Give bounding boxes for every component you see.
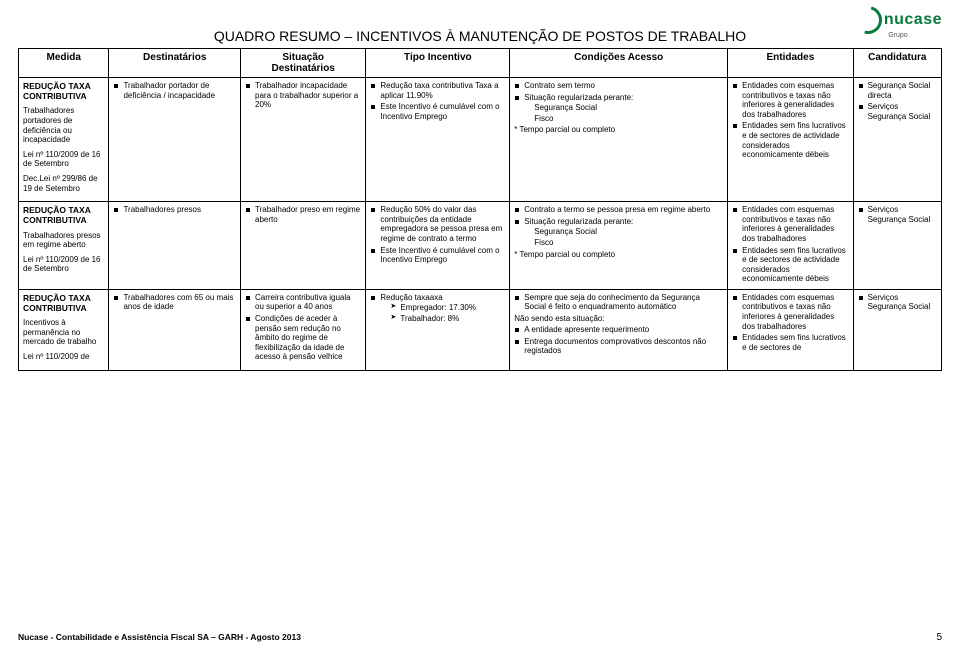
list-item: Serviços Segurança Social — [858, 293, 937, 312]
list-item: Entidades com esquemas contributivos e t… — [732, 81, 848, 119]
list-item: Entidades com esquemas contributivos e t… — [732, 205, 848, 243]
cell-tipo: Redução 50% do valor das contribuições d… — [366, 202, 510, 290]
list-item: Contrato sem termo — [514, 81, 723, 91]
cell-situacao: Carreira contributiva iguala ou superior… — [241, 289, 366, 370]
table-row: REDUÇÃO TAXA CONTRIBUTIVAIncentivos à pe… — [19, 289, 942, 370]
list-item: Redução taxaaxaEmpregador: 17.30%Trabalh… — [370, 293, 505, 324]
footer-left: Nucase - Contabilidade e Assistência Fis… — [18, 632, 301, 643]
cell-destinatarios: Trabalhadores com 65 ou mais anos de ida… — [109, 289, 241, 370]
table-row: REDUÇÃO TAXA CONTRIBUTIVATrabalhadores p… — [19, 78, 942, 202]
cell-medida: REDUÇÃO TAXA CONTRIBUTIVATrabalhadores p… — [19, 78, 109, 202]
list-item: Carreira contributiva iguala ou superior… — [245, 293, 361, 312]
cell-candidatura: Segurança Social directa Serviços Seguran… — [853, 78, 941, 202]
cell-candidatura: Serviços Segurança Social — [853, 202, 941, 290]
col-destinatarios: Destinatários — [109, 49, 241, 78]
cell-destinatarios: Trabalhador portador de deficiência / in… — [109, 78, 241, 202]
cell-situacao: Trabalhador incapacidade para o trabalha… — [241, 78, 366, 202]
col-situacao-line1: Situação — [282, 52, 324, 63]
cell-condicoes: Contrato sem termo Situação regularizada … — [510, 78, 728, 202]
col-situacao-line2: Destinatários — [272, 63, 335, 74]
col-tipo: Tipo Incentivo — [366, 49, 510, 78]
list-item: Trabalhador portador de deficiência / in… — [113, 81, 236, 100]
table-header-row: Medida Destinatários Situação Destinatár… — [19, 49, 942, 78]
list-subitem: Segurança Social — [534, 227, 723, 237]
list-item: Segurança Social directa — [858, 81, 937, 100]
list-item: Este Incentivo é cumulável com o Incenti… — [370, 246, 505, 265]
col-medida: Medida — [19, 49, 109, 78]
logo-mark: nucase — [854, 6, 942, 34]
list-item: Redução taxa contributiva Taxa a aplicar… — [370, 81, 505, 100]
list-item: Sempre que seja do conhecimento da Segur… — [514, 293, 723, 312]
col-condicoes: Condições Acesso — [510, 49, 728, 78]
cell-tipo: Redução taxa contributiva Taxa a aplicar… — [366, 78, 510, 202]
list-subitem: Fisco — [534, 238, 723, 248]
page-title: QUADRO RESUMO – INCENTIVOS À MANUTENÇÃO … — [18, 28, 942, 44]
col-entidades: Entidades — [728, 49, 853, 78]
table-row: REDUÇÃO TAXA CONTRIBUTIVATrabalhadores p… — [19, 202, 942, 290]
list-item: Entidades sem fins lucrativos e de secto… — [732, 333, 848, 352]
list-item: Entrega documentos comprovativos descont… — [514, 337, 723, 356]
cell-destinatarios: Trabalhadores presos — [109, 202, 241, 290]
cell-condicoes: Contrato a termo se pessoa presa em regi… — [510, 202, 728, 290]
list-item: Serviços Segurança Social — [858, 205, 937, 224]
page: nucase Grupo QUADRO RESUMO – INCENTIVOS … — [0, 0, 960, 649]
list-item: Este Incentivo é cumulável com o Incenti… — [370, 102, 505, 121]
table-body: REDUÇÃO TAXA CONTRIBUTIVATrabalhadores p… — [19, 78, 942, 371]
cell-entidades: Entidades com esquemas contributivos e t… — [728, 202, 853, 290]
cell-tipo: Redução taxaaxaEmpregador: 17.30%Trabalh… — [366, 289, 510, 370]
page-footer: Nucase - Contabilidade e Assistência Fis… — [18, 632, 942, 643]
list-item: Situação regularizada perante:Segurança … — [514, 93, 723, 124]
list-item: Trabalhadores presos — [113, 205, 236, 215]
list-item: Trabalhador preso em regime aberto — [245, 205, 361, 224]
logo-subtext: Grupo — [888, 32, 907, 39]
list-subitem: Segurança Social — [534, 103, 723, 113]
list-subitem: Trabalhador: 8% — [390, 314, 505, 324]
col-candidatura: Candidatura — [853, 49, 941, 78]
cell-entidades: Entidades com esquemas contributivos e t… — [728, 78, 853, 202]
col-situacao: Situação Destinatários — [241, 49, 366, 78]
list-item: Entidades com esquemas contributivos e t… — [732, 293, 848, 331]
cell-medida: REDUÇÃO TAXA CONTRIBUTIVATrabalhadores p… — [19, 202, 109, 290]
list-item: Contrato a termo se pessoa presa em regi… — [514, 205, 723, 215]
cell-situacao: Trabalhador preso em regime aberto — [241, 202, 366, 290]
brand-logo: nucase Grupo — [854, 6, 942, 39]
footer-page-number: 5 — [936, 632, 942, 643]
incentives-table: Medida Destinatários Situação Destinatár… — [18, 48, 942, 371]
list-subitem: Fisco — [534, 114, 723, 124]
list-item: Situação regularizada perante:Segurança … — [514, 217, 723, 248]
cell-condicoes: Sempre que seja do conhecimento da Segur… — [510, 289, 728, 370]
list-item: Trabalhador incapacidade para o trabalha… — [245, 81, 361, 110]
cell-candidatura: Serviços Segurança Social — [853, 289, 941, 370]
list-subitem: Empregador: 17.30% — [390, 303, 505, 313]
cell-medida: REDUÇÃO TAXA CONTRIBUTIVAIncentivos à pe… — [19, 289, 109, 370]
list-item: Redução 50% do valor das contribuições d… — [370, 205, 505, 243]
list-item: Serviços Segurança Social — [858, 102, 937, 121]
logo-swirl-icon — [849, 1, 887, 39]
list-item: Condições de aceder à pensão sem redução… — [245, 314, 361, 362]
list-item: A entidade apresente requerimento — [514, 325, 723, 335]
logo-text: nucase — [884, 11, 942, 29]
cell-entidades: Entidades com esquemas contributivos e t… — [728, 289, 853, 370]
list-item: Entidades sem fins lucrativos e de secto… — [732, 246, 848, 284]
list-item: Entidades sem fins lucrativos e de secto… — [732, 121, 848, 159]
list-item: Trabalhadores com 65 ou mais anos de ida… — [113, 293, 236, 312]
